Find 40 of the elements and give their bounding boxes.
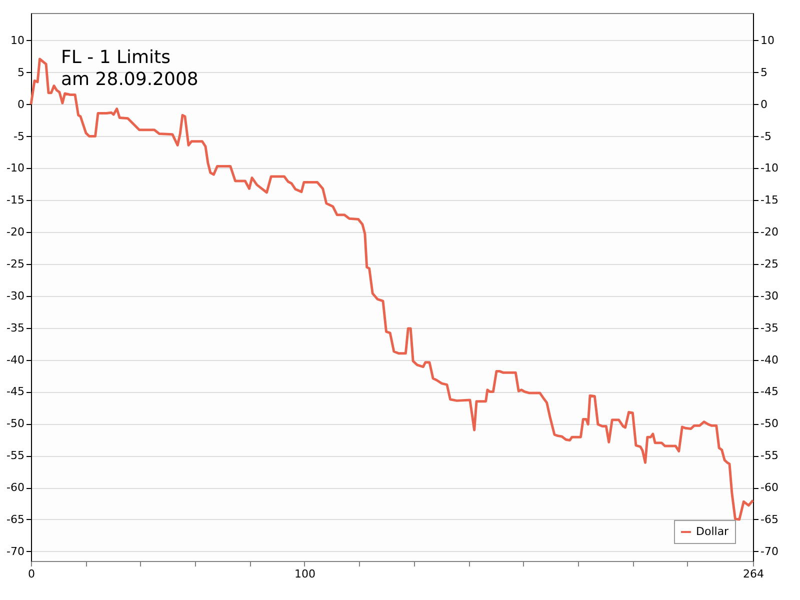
text: am 28.09.2008 [61,69,198,90]
y-tick-label: -5 [14,130,24,143]
y-tick-label: -25 [6,258,24,271]
text: FL - 1 Limits [61,47,170,68]
y2-tick-label: -40 [760,353,778,366]
y-tick-label: -15 [6,194,24,207]
y-tick-label: -30 [6,289,24,302]
y2-tick-label: -60 [760,481,778,494]
y-tick-label: -10 [6,162,24,175]
y2-tick-label: -50 [760,417,778,430]
legend-label: Dollar [696,525,730,538]
x-tick-label: 0 [28,568,35,580]
x-tick-label: 100 [294,568,316,580]
y-tick-label: 10 [10,34,24,47]
y2-tick-label: -65 [760,512,778,526]
y-tick-label: -35 [6,321,24,334]
y-tick-label: -55 [6,449,24,462]
y-tick-label: -50 [6,417,24,430]
y-tick-label: 0 [18,98,24,111]
y-tick-label: -65 [6,512,24,526]
y2-tick-label: -70 [760,544,778,558]
y2-tick-label: -30 [760,289,778,302]
y2-tick-label: 10 [760,34,774,47]
y-tick-label: 5 [18,66,24,79]
y2-tick-label: -10 [760,162,778,175]
y-tick-label: -45 [6,385,24,398]
y-tick-label: -60 [6,481,24,494]
y-tick-label: -40 [6,353,24,366]
x-tick-label: 264 [743,568,764,580]
y2-tick-label: -15 [760,194,778,207]
y2-tick-label: 0 [760,98,768,111]
y2-tick-label: -45 [760,385,778,398]
y2-tick-label: -35 [760,321,778,334]
y2-tick-label: -5 [760,130,772,143]
y2-tick-label: 5 [760,66,768,79]
y2-tick-label: -25 [760,258,778,271]
y-tick-label: -20 [6,226,24,239]
y2-tick-label: -55 [760,449,778,462]
y2-tick-label: -20 [760,226,778,239]
y-tick-label: -70 [6,544,24,558]
